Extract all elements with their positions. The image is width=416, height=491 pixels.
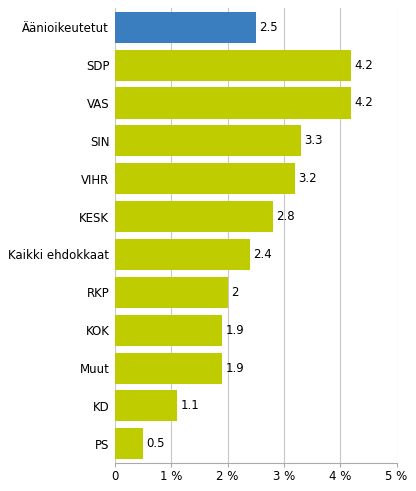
Text: 2.4: 2.4 [253,248,272,261]
Bar [115,315,222,346]
Text: 4.2: 4.2 [355,58,374,72]
Text: 2.8: 2.8 [276,210,295,223]
Text: 1.9: 1.9 [225,324,244,337]
Text: 0.5: 0.5 [146,437,165,450]
Bar [115,125,301,157]
Bar [115,277,228,308]
Bar [115,353,222,383]
Text: 3.2: 3.2 [299,172,317,185]
Bar [115,428,143,459]
Text: 2.5: 2.5 [259,21,278,34]
Text: 2: 2 [231,286,238,299]
Text: 3.3: 3.3 [304,135,323,147]
Text: 1.9: 1.9 [225,361,244,375]
Bar [115,87,352,118]
Bar [115,163,295,194]
Text: 4.2: 4.2 [355,97,374,109]
Bar [115,50,352,81]
Bar [115,201,272,232]
Bar [115,390,177,421]
Bar [115,239,250,270]
Text: 1.1: 1.1 [180,399,199,412]
Bar [115,12,256,43]
